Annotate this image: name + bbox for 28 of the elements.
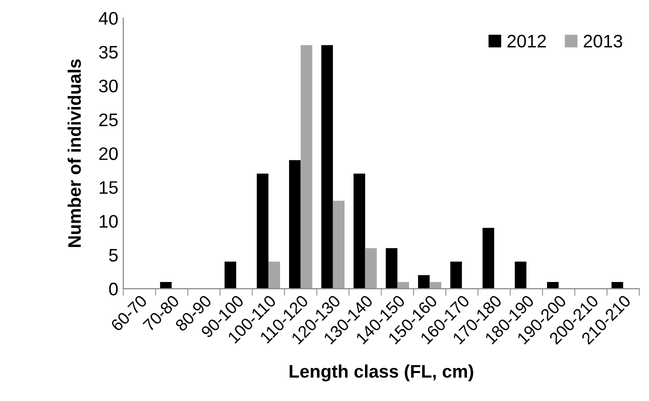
legend-label: 2012 bbox=[507, 34, 546, 48]
bar bbox=[514, 262, 526, 289]
bar bbox=[354, 174, 366, 289]
y-tick-label: 40 bbox=[98, 12, 118, 25]
y-tick-label: 5 bbox=[109, 249, 118, 262]
bar bbox=[418, 275, 430, 289]
bar bbox=[450, 262, 462, 289]
bar bbox=[482, 228, 494, 289]
bar bbox=[430, 282, 442, 289]
bar bbox=[224, 262, 236, 289]
y-tick-label: 30 bbox=[99, 80, 118, 92]
x-axis-title: Length class (FL, cm) bbox=[290, 364, 474, 382]
bar bbox=[386, 248, 398, 289]
bar bbox=[321, 45, 333, 289]
y-tick-label: 15 bbox=[100, 181, 118, 194]
legend-label: 2013 bbox=[584, 34, 622, 48]
bar bbox=[256, 174, 268, 289]
bar bbox=[332, 200, 345, 289]
bar bbox=[365, 248, 377, 289]
y-tick-label: 25 bbox=[99, 113, 118, 126]
bar bbox=[300, 45, 312, 289]
bar bbox=[289, 160, 301, 289]
bar bbox=[268, 262, 280, 289]
y-tick-label: 20 bbox=[99, 147, 118, 160]
y-tick-label: 10 bbox=[100, 214, 118, 228]
y-axis-title: Number of individuals bbox=[68, 59, 81, 247]
y-tick-label: 0 bbox=[109, 282, 118, 296]
y-tick-label: 35 bbox=[99, 46, 118, 59]
